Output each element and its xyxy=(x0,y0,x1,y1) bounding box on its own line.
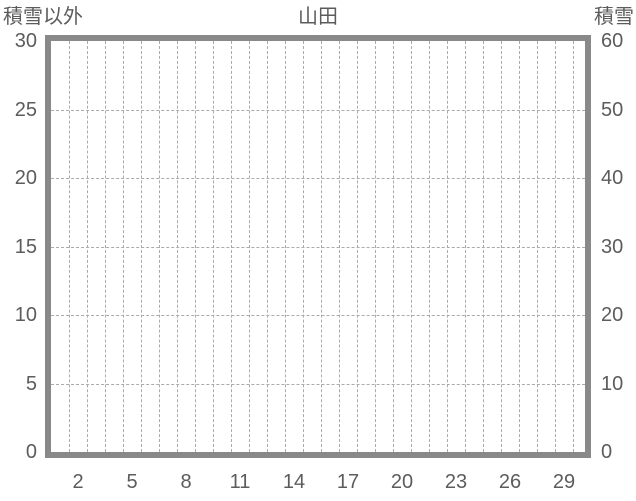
x-axis-tick: 23 xyxy=(444,471,468,493)
left-axis-tick: 25 xyxy=(14,98,37,121)
left-axis-tick: 0 xyxy=(25,441,37,463)
plot-area xyxy=(45,35,591,458)
left-axis-tick: 20 xyxy=(14,167,37,189)
right-axis-tick: 40 xyxy=(601,167,624,189)
left-axis-tick: 30 xyxy=(14,30,37,52)
right-axis-title: 積雪 xyxy=(594,6,634,28)
right-axis-tick: 10 xyxy=(601,372,624,395)
right-axis-tick: 20 xyxy=(601,304,624,326)
chart-title: 山田 xyxy=(298,6,338,28)
horizontal-gridline xyxy=(51,178,585,179)
left-axis-tick: 15 xyxy=(14,235,37,258)
right-axis-tick: 60 xyxy=(601,30,624,52)
x-axis-tick: 8 xyxy=(180,471,192,493)
right-axis-tick: 30 xyxy=(601,235,624,258)
x-axis-tick: 20 xyxy=(390,471,414,493)
x-axis-tick: 17 xyxy=(336,471,360,493)
left-axis-tick: 5 xyxy=(25,372,37,395)
x-axis-tick: 2 xyxy=(72,471,84,493)
horizontal-gridline xyxy=(51,315,585,316)
x-axis-tick: 5 xyxy=(126,471,138,493)
left-axis-title: 積雪以外 xyxy=(3,6,83,28)
x-axis-tick: 29 xyxy=(552,471,576,493)
x-axis-tick: 26 xyxy=(498,471,522,493)
x-axis-tick: 11 xyxy=(229,471,251,493)
horizontal-gridline xyxy=(51,383,585,385)
horizontal-gridline xyxy=(51,246,585,248)
x-axis-tick: 14 xyxy=(282,471,306,493)
left-axis-tick: 10 xyxy=(14,304,37,326)
horizontal-gridline xyxy=(51,109,585,111)
right-axis-tick: 50 xyxy=(601,98,624,121)
right-axis-tick: 0 xyxy=(601,441,613,463)
